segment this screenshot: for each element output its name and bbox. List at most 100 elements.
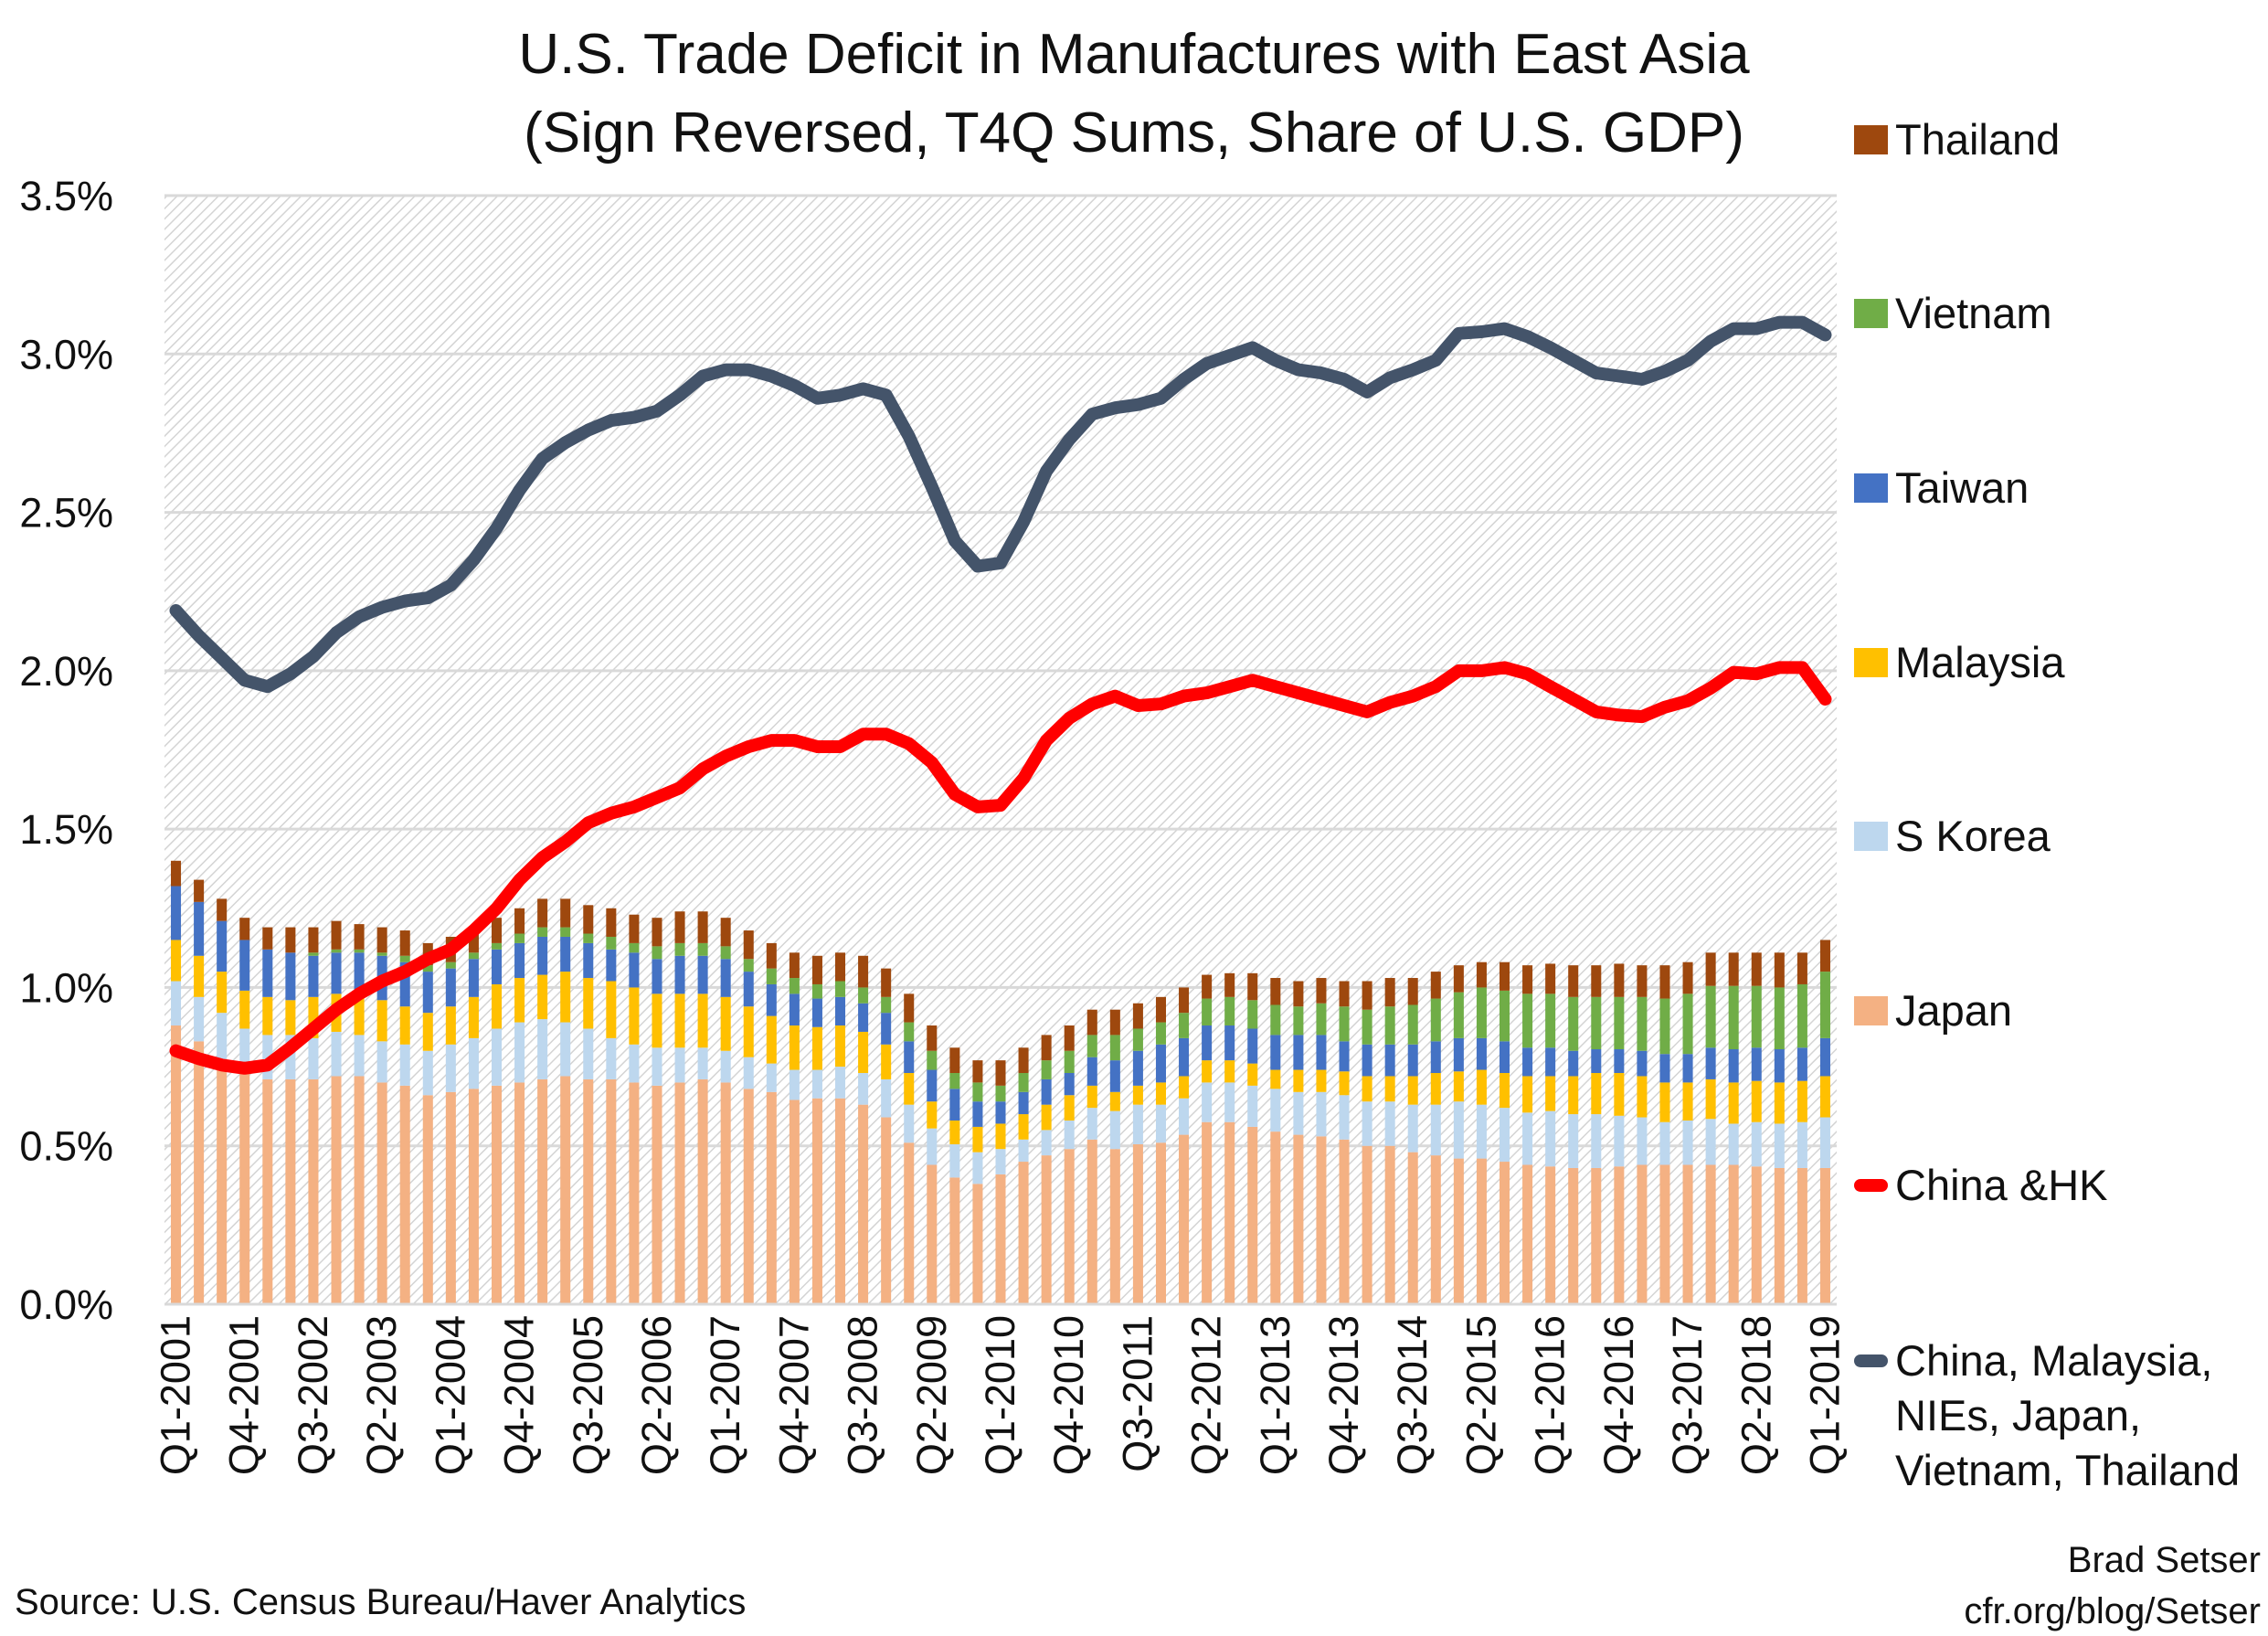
bar-segment-vietnam bbox=[743, 959, 754, 972]
bar-segment-thailand bbox=[1522, 965, 1533, 994]
bar-segment-taiwan bbox=[1568, 1050, 1579, 1077]
bar-segment-japan bbox=[1407, 1152, 1418, 1304]
bar-segment-s-korea bbox=[811, 1069, 822, 1099]
bar-segment-vietnam bbox=[1041, 1060, 1052, 1079]
bar-segment-japan bbox=[789, 1100, 800, 1304]
bar-segment-taiwan bbox=[697, 955, 708, 994]
bar-segment-thailand bbox=[1751, 952, 1762, 986]
legend-swatch bbox=[1854, 822, 1888, 851]
bar-segment-thailand bbox=[331, 920, 342, 950]
bar-segment-taiwan bbox=[1041, 1078, 1052, 1105]
legend-item-china-malaysia-nies-japan-vietnam-thailand: China, Malaysia, NIEs, Japan, Vietnam, Tha… bbox=[1854, 1333, 2240, 1498]
bar-segment-malaysia bbox=[858, 1031, 869, 1074]
bar-segment-japan bbox=[1064, 1149, 1075, 1304]
bar-segment-thailand bbox=[811, 955, 822, 984]
bar-segment-vietnam bbox=[1202, 998, 1213, 1026]
y-tick-label: 2.5% bbox=[19, 490, 113, 536]
bar-segment-japan bbox=[422, 1095, 433, 1304]
bar-segment-s-korea bbox=[1407, 1104, 1418, 1153]
bar-segment-thailand bbox=[376, 927, 387, 953]
bar-segment-taiwan bbox=[1682, 1054, 1693, 1083]
bar-segment-s-korea bbox=[606, 1037, 617, 1079]
bar-segment-malaysia bbox=[1705, 1078, 1716, 1120]
x-tick-label: Q1-2016 bbox=[1527, 1315, 1574, 1475]
bar-segment-thailand bbox=[1018, 1047, 1029, 1074]
x-tick-label: Q1-2013 bbox=[1252, 1315, 1298, 1475]
bar-segment-taiwan bbox=[1637, 1050, 1648, 1077]
y-tick-label: 1.5% bbox=[19, 806, 113, 853]
bar-segment-malaysia bbox=[1132, 1085, 1143, 1105]
bar-segment-malaysia bbox=[308, 996, 319, 1038]
bar-segment-malaysia bbox=[354, 996, 365, 1036]
bar-segment-vietnam bbox=[1293, 1006, 1304, 1036]
y-axis: 0.0% 0.5% 1.0% 1.5% 2.0% 2.5% 3.0% 3.5% bbox=[19, 173, 113, 1328]
bar-segment-thailand bbox=[1224, 972, 1235, 997]
bar-segment-thailand bbox=[697, 911, 708, 943]
bar-segment-japan bbox=[1202, 1121, 1213, 1304]
bar-segment-s-korea bbox=[949, 1143, 960, 1178]
bar-segment-malaysia bbox=[239, 990, 250, 1029]
bar-segment-s-korea bbox=[1774, 1123, 1785, 1168]
bar-segment-taiwan bbox=[583, 942, 594, 979]
bar-segment-thailand bbox=[972, 1060, 983, 1083]
bar-segment-vietnam bbox=[858, 987, 869, 1004]
y-tick-label: 3.5% bbox=[19, 173, 113, 219]
bar-segment-vietnam bbox=[331, 949, 342, 953]
bar-segment-s-korea bbox=[1682, 1120, 1693, 1165]
bar-segment-s-korea bbox=[1132, 1104, 1143, 1144]
x-tick-label: Q4-2007 bbox=[770, 1315, 817, 1475]
bar-segment-japan bbox=[1339, 1139, 1350, 1304]
bar-segment-malaysia bbox=[1614, 1073, 1625, 1116]
y-tick-label: 0.5% bbox=[19, 1123, 113, 1170]
china-hk-line bbox=[169, 661, 1832, 1075]
legend-label: Thailand bbox=[1895, 115, 2061, 164]
bar-segment-taiwan bbox=[629, 952, 640, 988]
chart-title: U.S. Trade Deficit in Manufactures with … bbox=[518, 23, 1750, 86]
bar-segment-vietnam bbox=[1774, 987, 1785, 1050]
bar-segment-japan bbox=[972, 1184, 983, 1304]
x-tick-label: Q4-2001 bbox=[221, 1315, 268, 1475]
bar-segment-vietnam bbox=[399, 955, 410, 962]
bar-segment-s-korea bbox=[766, 1063, 777, 1092]
bar-segment-japan bbox=[1224, 1121, 1235, 1304]
bar-segment-vietnam bbox=[1796, 983, 1807, 1048]
x-tick-label: Q2-2009 bbox=[908, 1315, 955, 1475]
x-tick-label: Q2-2003 bbox=[358, 1315, 405, 1475]
bar-segment-taiwan bbox=[652, 959, 662, 994]
bar-segment-s-korea bbox=[1430, 1104, 1441, 1156]
legend-label: Taiwan bbox=[1895, 463, 2030, 512]
bar-segment-vietnam bbox=[652, 946, 662, 960]
author-credit: Brad Setser bbox=[2067, 1540, 2261, 1580]
bar-segment-s-korea bbox=[399, 1044, 410, 1086]
bar-segment-taiwan bbox=[422, 972, 433, 1014]
x-tick-label: Q4-2010 bbox=[1045, 1315, 1092, 1475]
bar-segment-taiwan bbox=[1796, 1047, 1807, 1081]
bar-segment-malaysia bbox=[1293, 1069, 1304, 1092]
bar-segment-vietnam bbox=[789, 978, 800, 994]
bar-segment-malaysia bbox=[674, 993, 685, 1048]
source-note: Source: U.S. Census Bureau/Haver Analyti… bbox=[15, 1582, 747, 1622]
legend-swatch bbox=[1854, 996, 1888, 1025]
bar-segment-japan bbox=[766, 1091, 777, 1304]
bar-segment-taiwan bbox=[1179, 1037, 1190, 1077]
bar-segment-vietnam bbox=[1247, 1000, 1258, 1029]
legend-label: Vietnam bbox=[1895, 289, 2052, 337]
bar-segment-vietnam bbox=[1384, 1006, 1395, 1045]
legend-label: China &HK bbox=[1895, 1161, 2108, 1209]
bar-segment-malaysia bbox=[743, 1006, 754, 1057]
bar-segment-s-korea bbox=[1728, 1123, 1739, 1165]
legend-item-china-hk: China &HK bbox=[1854, 1158, 2108, 1213]
bar-segment-malaysia bbox=[1637, 1076, 1648, 1118]
legend-label: Japan bbox=[1895, 986, 2013, 1035]
bar-segment-malaysia bbox=[1774, 1082, 1785, 1124]
bar-segment-malaysia bbox=[1362, 1076, 1372, 1102]
bar-segment-taiwan bbox=[217, 920, 228, 972]
bar-segment-vietnam bbox=[1086, 1035, 1097, 1057]
x-tick-label: Q1-2007 bbox=[702, 1315, 748, 1475]
bar-segment-japan bbox=[1819, 1167, 1830, 1304]
x-tick-label: Q1-2001 bbox=[153, 1315, 199, 1475]
bar-segment-thailand bbox=[1339, 981, 1350, 1007]
bar-segment-malaysia bbox=[949, 1120, 960, 1144]
bar-segment-s-korea bbox=[881, 1078, 892, 1118]
bar-segment-s-korea bbox=[1568, 1114, 1579, 1168]
